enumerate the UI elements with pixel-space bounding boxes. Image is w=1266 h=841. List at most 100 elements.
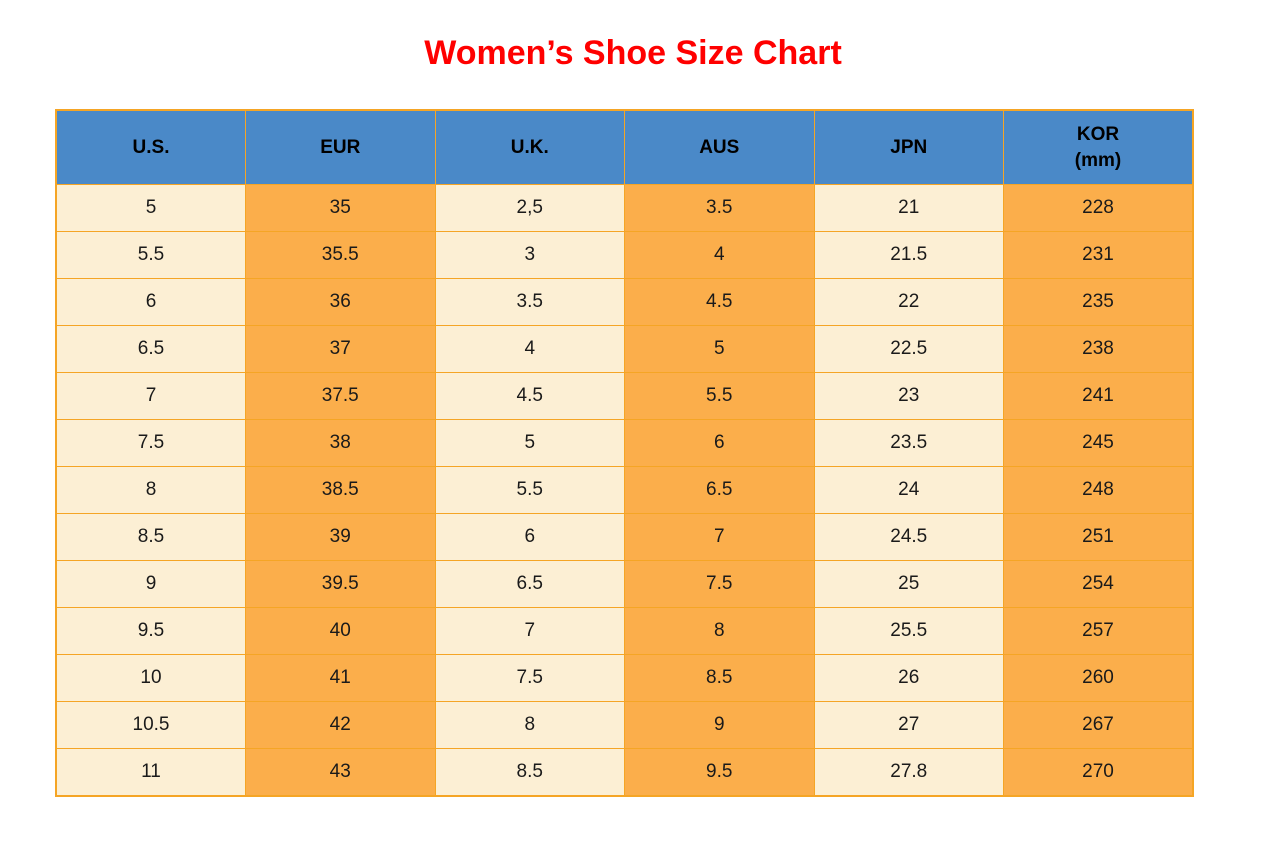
table-cell: 27 — [813, 701, 1004, 749]
page-title: Women’s Shoe Size Chart — [424, 34, 842, 72]
table-cell: 7.5 — [434, 654, 625, 702]
table-cell: 7 — [624, 513, 815, 561]
table-cell: 35 — [245, 184, 436, 232]
table-cell: 38.5 — [245, 466, 436, 514]
table-cell: 267 — [1003, 701, 1194, 749]
table-cell: 9 — [624, 701, 815, 749]
table-cell: 3.5 — [624, 184, 815, 232]
table-row: 5 35 2,5 3.5 21 228 — [55, 184, 1194, 232]
table-cell: 260 — [1003, 654, 1194, 702]
table-cell: 39.5 — [245, 560, 436, 608]
column-header-us: U.S. — [55, 109, 246, 185]
table-cell: 8 — [434, 701, 625, 749]
table-cell: 35.5 — [245, 231, 436, 279]
table-cell: 23 — [813, 372, 1004, 420]
table-row: 9 39.5 6.5 7.5 25 254 — [55, 560, 1194, 608]
column-header-sublabel: (mm) — [1074, 149, 1122, 171]
table-cell: 43 — [245, 748, 436, 797]
table-cell: 9 — [55, 560, 246, 608]
table-cell: 7 — [434, 607, 625, 655]
table-cell: 270 — [1003, 748, 1194, 797]
table-row: 10.5 42 8 9 27 267 — [55, 701, 1194, 749]
table-cell: 5 — [434, 419, 625, 467]
table-cell: 231 — [1003, 231, 1194, 279]
table-cell: 248 — [1003, 466, 1194, 514]
table-cell: 4 — [434, 325, 625, 373]
table-cell: 6 — [434, 513, 625, 561]
table-cell: 25 — [813, 560, 1004, 608]
table-row: 6.5 37 4 5 22.5 238 — [55, 325, 1194, 373]
table-cell: 2,5 — [434, 184, 625, 232]
table-cell: 3 — [434, 231, 625, 279]
table-cell: 8.5 — [55, 513, 246, 561]
column-header-eur: EUR — [245, 109, 436, 185]
table-cell: 40 — [245, 607, 436, 655]
table-cell: 5 — [55, 184, 246, 232]
table-cell: 8.5 — [624, 654, 815, 702]
table-cell: 6.5 — [624, 466, 815, 514]
table-cell: 42 — [245, 701, 436, 749]
table-cell: 36 — [245, 278, 436, 326]
table-cell: 4.5 — [434, 372, 625, 420]
table-cell: 7.5 — [624, 560, 815, 608]
table-cell: 5 — [624, 325, 815, 373]
column-header-label: AUS — [699, 136, 740, 158]
table-row: 9.5 40 7 8 25.5 257 — [55, 607, 1194, 655]
table-cell: 37 — [245, 325, 436, 373]
table-cell: 38 — [245, 419, 436, 467]
table-cell: 41 — [245, 654, 436, 702]
table-head: U.S. EUR U.K. AUS JPN KOR (mm) — [55, 109, 1194, 185]
table-cell: 241 — [1003, 372, 1194, 420]
table-row: 5.5 35.5 3 4 21.5 231 — [55, 231, 1194, 279]
table-cell: 235 — [1003, 278, 1194, 326]
table-cell: 8 — [55, 466, 246, 514]
table-cell: 245 — [1003, 419, 1194, 467]
table-cell: 21.5 — [813, 231, 1004, 279]
column-header-kor: KOR (mm) — [1003, 109, 1194, 185]
table-row: 7.5 38 5 6 23.5 245 — [55, 419, 1194, 467]
column-header-label: EUR — [320, 136, 361, 158]
table-cell: 10.5 — [55, 701, 246, 749]
table-cell: 22.5 — [813, 325, 1004, 373]
table-row: 11 43 8.5 9.5 27.8 270 — [55, 748, 1194, 797]
table-cell: 4.5 — [624, 278, 815, 326]
table-cell: 10 — [55, 654, 246, 702]
table-cell: 238 — [1003, 325, 1194, 373]
table-cell: 24.5 — [813, 513, 1004, 561]
column-header-label: JPN — [890, 136, 928, 158]
column-header-label: KOR — [1076, 123, 1120, 145]
table-cell: 228 — [1003, 184, 1194, 232]
table-cell: 257 — [1003, 607, 1194, 655]
table-cell: 9.5 — [55, 607, 246, 655]
table-cell: 5.5 — [55, 231, 246, 279]
table-row: 8 38.5 5.5 6.5 24 248 — [55, 466, 1194, 514]
column-header-aus: AUS — [624, 109, 815, 185]
table-cell: 6.5 — [55, 325, 246, 373]
table-cell: 8.5 — [434, 748, 625, 797]
header-row: U.S. EUR U.K. AUS JPN KOR (mm) — [55, 109, 1194, 185]
column-header-label: U.K. — [510, 136, 549, 158]
column-header-uk: U.K. — [434, 109, 625, 185]
table-cell: 6 — [624, 419, 815, 467]
table-cell: 5.5 — [434, 466, 625, 514]
table-row: 6 36 3.5 4.5 22 235 — [55, 278, 1194, 326]
table-cell: 6.5 — [434, 560, 625, 608]
table-cell: 25.5 — [813, 607, 1004, 655]
table-cell: 4 — [624, 231, 815, 279]
table-cell: 9.5 — [624, 748, 815, 797]
column-header-jpn: JPN — [813, 109, 1004, 185]
table-cell: 5.5 — [624, 372, 815, 420]
table-cell: 23.5 — [813, 419, 1004, 467]
size-chart-table: U.S. EUR U.K. AUS JPN KOR (mm) 5 35 2,5 3.5 21 228 5… — [55, 109, 1194, 797]
table-cell: 3.5 — [434, 278, 625, 326]
table-body: 5 35 2,5 3.5 21 228 5.5 35.5 3 4 21.5 231 6 36 3.5 4.5 2… — [55, 184, 1194, 797]
table-cell: 24 — [813, 466, 1004, 514]
table-cell: 21 — [813, 184, 1004, 232]
table-row: 8.5 39 6 7 24.5 251 — [55, 513, 1194, 561]
table-cell: 7 — [55, 372, 246, 420]
table-cell: 254 — [1003, 560, 1194, 608]
table-cell: 22 — [813, 278, 1004, 326]
table-cell: 6 — [55, 278, 246, 326]
table-cell: 11 — [55, 748, 246, 797]
